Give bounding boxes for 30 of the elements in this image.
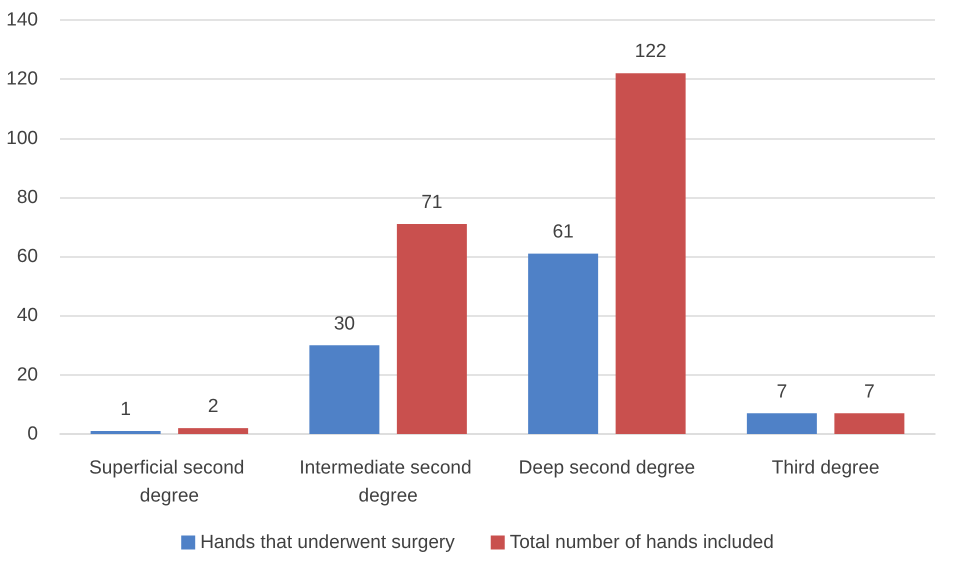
- y-tick-label: 100: [6, 128, 38, 149]
- bar: [178, 428, 248, 434]
- bar: [90, 431, 161, 434]
- y-tick-label: 0: [27, 424, 38, 444]
- data-label: 30: [334, 313, 355, 334]
- data-label: 2: [208, 396, 218, 418]
- data-label: 7: [776, 381, 788, 402]
- bar: [616, 73, 686, 434]
- bar: [528, 254, 598, 434]
- x-tick-label: Third degree: [772, 458, 880, 478]
- x-tick-label: Intermediate second degree: [299, 458, 477, 506]
- data-label: 7: [864, 381, 875, 402]
- bar: [396, 224, 467, 434]
- data-label: 61: [552, 222, 574, 243]
- legend-label: Hands that underwent surgery: [200, 532, 456, 553]
- legend-label: Total number of hands included: [510, 532, 774, 553]
- y-tick-label: 140: [6, 10, 38, 30]
- y-tick-label: 80: [16, 186, 38, 208]
- data-label: 122: [634, 41, 666, 62]
- y-tick-label: 120: [6, 68, 38, 90]
- data-label: 1: [120, 399, 131, 420]
- bar: [746, 413, 817, 434]
- bar: [834, 413, 904, 434]
- data-label: 71: [421, 192, 442, 214]
- y-tick-label: 20: [16, 364, 38, 386]
- y-tick-label: 40: [16, 305, 38, 326]
- x-tick-label: Superficial second degree: [89, 458, 250, 506]
- x-tick-label: Deep second degree: [518, 458, 696, 478]
- bar: [309, 345, 380, 434]
- y-tick-label: 60: [16, 246, 38, 268]
